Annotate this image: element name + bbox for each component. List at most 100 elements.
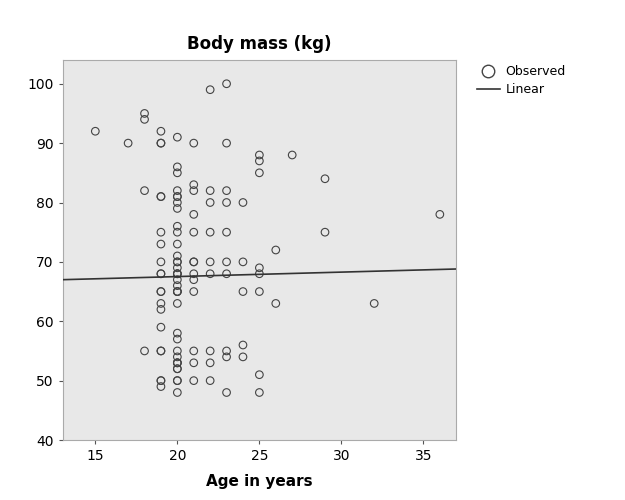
Point	[173, 365, 182, 373]
Point	[189, 359, 199, 367]
Point	[139, 186, 149, 194]
Point	[173, 288, 182, 296]
Point	[173, 198, 182, 206]
Point	[156, 347, 166, 355]
Point	[156, 270, 166, 278]
Point	[189, 258, 199, 266]
Point	[205, 228, 215, 236]
Point	[173, 359, 182, 367]
Point	[254, 288, 264, 296]
Point	[156, 270, 166, 278]
Point	[173, 228, 182, 236]
Point	[238, 198, 248, 206]
Text: Body mass (kg): Body mass (kg)	[187, 35, 332, 53]
Point	[189, 258, 199, 266]
Point	[205, 198, 215, 206]
Point	[222, 228, 232, 236]
Point	[173, 270, 182, 278]
Point	[173, 169, 182, 177]
Point	[254, 270, 264, 278]
Point	[435, 210, 445, 218]
Point	[254, 264, 264, 272]
Point	[173, 270, 182, 278]
Point	[189, 210, 199, 218]
Point	[156, 139, 166, 147]
Point	[189, 376, 199, 384]
Point	[238, 341, 248, 349]
Point	[238, 353, 248, 361]
Point	[320, 175, 330, 183]
Point	[222, 347, 232, 355]
Point	[189, 288, 199, 296]
Point	[173, 252, 182, 260]
Point	[189, 180, 199, 188]
Point	[222, 139, 232, 147]
Point	[173, 282, 182, 290]
Point	[156, 139, 166, 147]
Point	[189, 347, 199, 355]
Point	[156, 382, 166, 390]
X-axis label: Age in years: Age in years	[206, 474, 312, 489]
Point	[205, 186, 215, 194]
Point	[173, 258, 182, 266]
Point	[156, 376, 166, 384]
Point	[173, 204, 182, 212]
Point	[156, 240, 166, 248]
Point	[123, 139, 133, 147]
Point	[189, 186, 199, 194]
Point	[173, 192, 182, 200]
Point	[320, 228, 330, 236]
Point	[173, 276, 182, 283]
Point	[156, 228, 166, 236]
Point	[173, 329, 182, 337]
Point	[173, 192, 182, 200]
Point	[205, 347, 215, 355]
Point	[173, 163, 182, 171]
Point	[173, 335, 182, 343]
Point	[369, 300, 379, 308]
Point	[173, 365, 182, 373]
Point	[254, 388, 264, 396]
Point	[156, 127, 166, 135]
Point	[173, 288, 182, 296]
Point	[173, 288, 182, 296]
Point	[205, 270, 215, 278]
Point	[288, 151, 298, 159]
Point	[173, 258, 182, 266]
Point	[173, 347, 182, 355]
Point	[238, 288, 248, 296]
Point	[222, 270, 232, 278]
Point	[156, 192, 166, 200]
Point	[173, 240, 182, 248]
Point	[156, 323, 166, 331]
Point	[156, 306, 166, 314]
Point	[156, 288, 166, 296]
Point	[139, 116, 149, 124]
Point	[222, 353, 232, 361]
Point	[173, 264, 182, 272]
Point	[156, 300, 166, 308]
Point	[173, 376, 182, 384]
Point	[205, 376, 215, 384]
Point	[173, 359, 182, 367]
Point	[173, 376, 182, 384]
Point	[254, 157, 264, 165]
Point	[173, 300, 182, 308]
Point	[156, 376, 166, 384]
Point	[238, 258, 248, 266]
Point	[189, 276, 199, 283]
Point	[205, 86, 215, 94]
Legend: Observed, Linear: Observed, Linear	[472, 60, 571, 101]
Point	[222, 198, 232, 206]
Point	[271, 300, 281, 308]
Point	[91, 127, 101, 135]
Point	[156, 258, 166, 266]
Point	[189, 139, 199, 147]
Point	[156, 192, 166, 200]
Point	[189, 228, 199, 236]
Point	[205, 359, 215, 367]
Point	[222, 186, 232, 194]
Point	[173, 359, 182, 367]
Point	[205, 258, 215, 266]
Point	[222, 388, 232, 396]
